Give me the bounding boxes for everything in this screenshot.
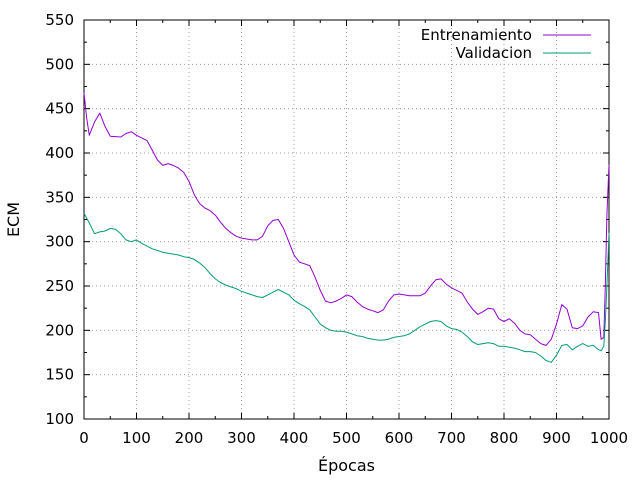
legend-label-entrenamiento: Entrenamiento (421, 26, 532, 44)
x-axis-title: Épocas (318, 456, 375, 475)
series-line-validacion (83, 213, 610, 363)
y-tick-label: 200 (45, 321, 74, 339)
series-line-entrenamiento (83, 92, 610, 346)
y-tick-label: 250 (45, 277, 74, 295)
x-tick-label: 800 (490, 429, 519, 447)
axis-ticks: 0 100 200 300 400 500 600 700 800 900 1000 100 150 20… (45, 11, 628, 447)
x-tick-label: 200 (175, 429, 204, 447)
x-tick-label: 600 (385, 429, 414, 447)
y-tick-label: 400 (45, 144, 74, 162)
y-tick-label: 550 (45, 11, 74, 29)
y-tick-label: 450 (45, 100, 74, 118)
x-tick-label: 700 (437, 429, 466, 447)
grid-lines (84, 20, 609, 419)
y-tick-label: 300 (45, 233, 74, 251)
x-tick-label: 1000 (590, 429, 628, 447)
x-tick-label: 400 (280, 429, 309, 447)
y-tick-label: 150 (45, 366, 74, 384)
y-axis-title: ECM (4, 202, 23, 237)
y-tick-label: 350 (45, 188, 74, 206)
x-tick-label: 0 (79, 429, 89, 447)
x-tick-label: 300 (227, 429, 256, 447)
legend-label-validacion: Validacion (456, 44, 532, 62)
y-tick-label: 500 (45, 55, 74, 73)
series-lines (83, 92, 610, 363)
x-tick-label: 900 (542, 429, 571, 447)
plot-frame (83, 19, 610, 420)
x-tick-label: 500 (332, 429, 361, 447)
y-tick-label: 100 (45, 410, 74, 428)
x-tick-label: 100 (122, 429, 151, 447)
